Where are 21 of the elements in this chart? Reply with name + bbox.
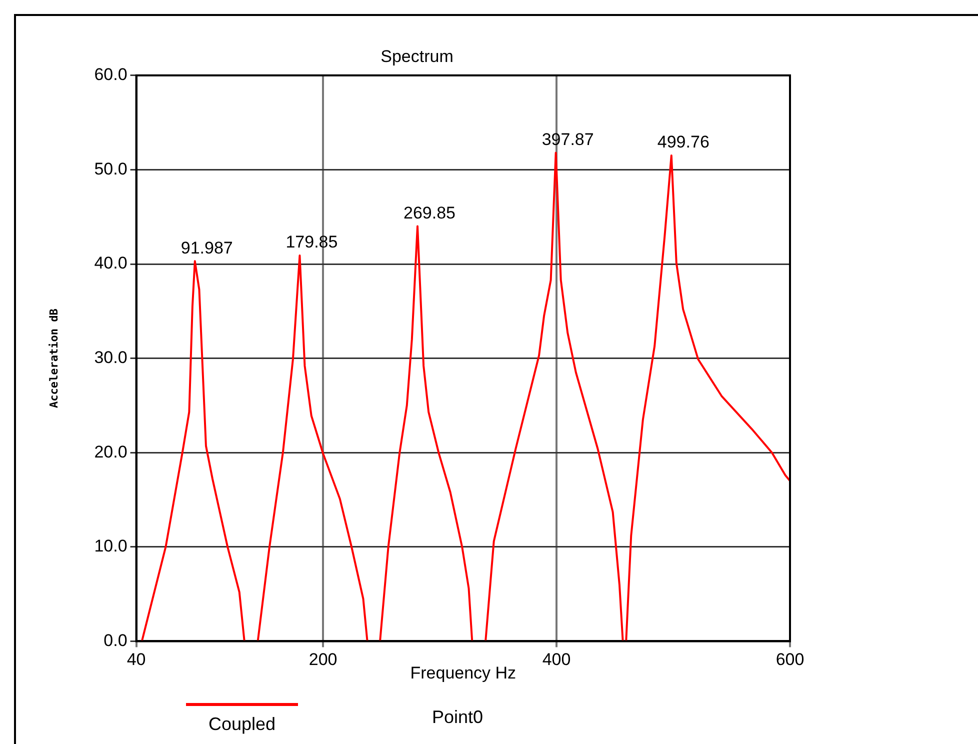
y-tick-label: 20.0 (94, 442, 128, 462)
annotation: 499.76 (657, 132, 710, 152)
y-tick-label: 0.0 (104, 630, 128, 650)
x-tick-label: 600 (776, 650, 804, 670)
annotation: 397.87 (542, 130, 594, 149)
chart-title: Spectrum (380, 46, 454, 66)
x-tick-label: 400 (542, 650, 571, 670)
y-tick-label: 50.0 (94, 159, 128, 178)
text: Point0 (432, 707, 484, 728)
x-tick-label: 200 (308, 650, 338, 670)
annotation: 91.987 (180, 238, 233, 258)
x-axis-title: Frequency Hz (410, 663, 516, 682)
y-tick-label: 40.0 (94, 254, 128, 273)
y-tick-label: 10.0 (94, 536, 128, 556)
y-tick-label: 30.0 (94, 348, 128, 367)
y-tick-label: 60.0 (94, 65, 128, 84)
y-axis-title: Acceleration dB (47, 308, 60, 408)
annotation: 269.85 (404, 203, 456, 222)
annotation: 179.85 (286, 232, 338, 252)
text: Coupled (208, 714, 276, 735)
x-tick-label: 40 (126, 650, 146, 670)
